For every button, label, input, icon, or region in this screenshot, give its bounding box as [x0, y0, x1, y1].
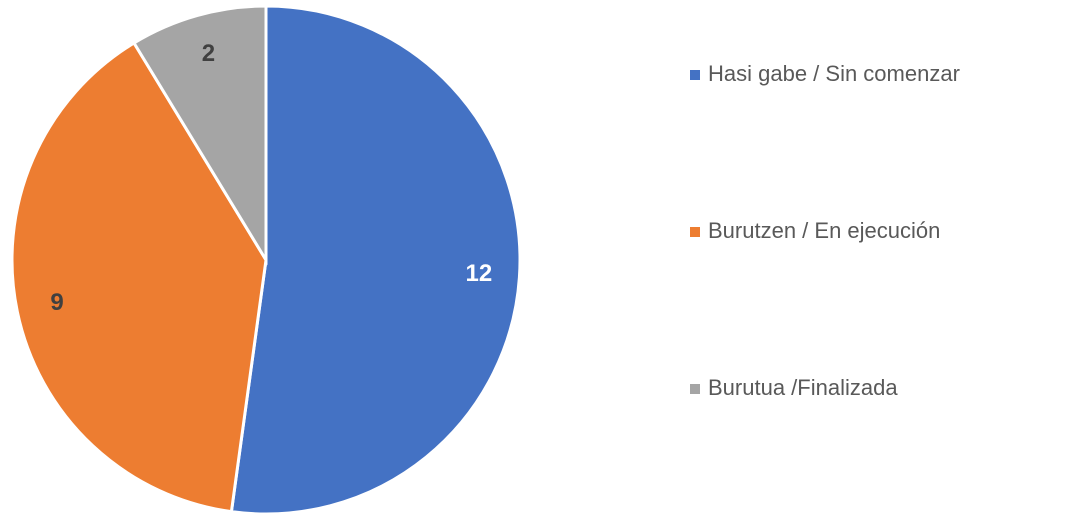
legend-label: Burutzen / En ejecución: [708, 218, 940, 243]
data-label: 2: [202, 40, 215, 67]
legend-swatch: [690, 384, 700, 394]
pie-slice: [229, 4, 522, 514]
data-label: 9: [50, 289, 63, 316]
data-label: 12: [466, 260, 493, 287]
legend-swatch: [690, 227, 700, 237]
legend-swatch: [690, 70, 700, 80]
pie-slice: [10, 40, 268, 514]
legend-label: Hasi gabe / Sin comenzar: [708, 61, 960, 86]
pie-slice: [131, 4, 268, 266]
legend-label: Burutua /Finalizada: [708, 375, 898, 400]
